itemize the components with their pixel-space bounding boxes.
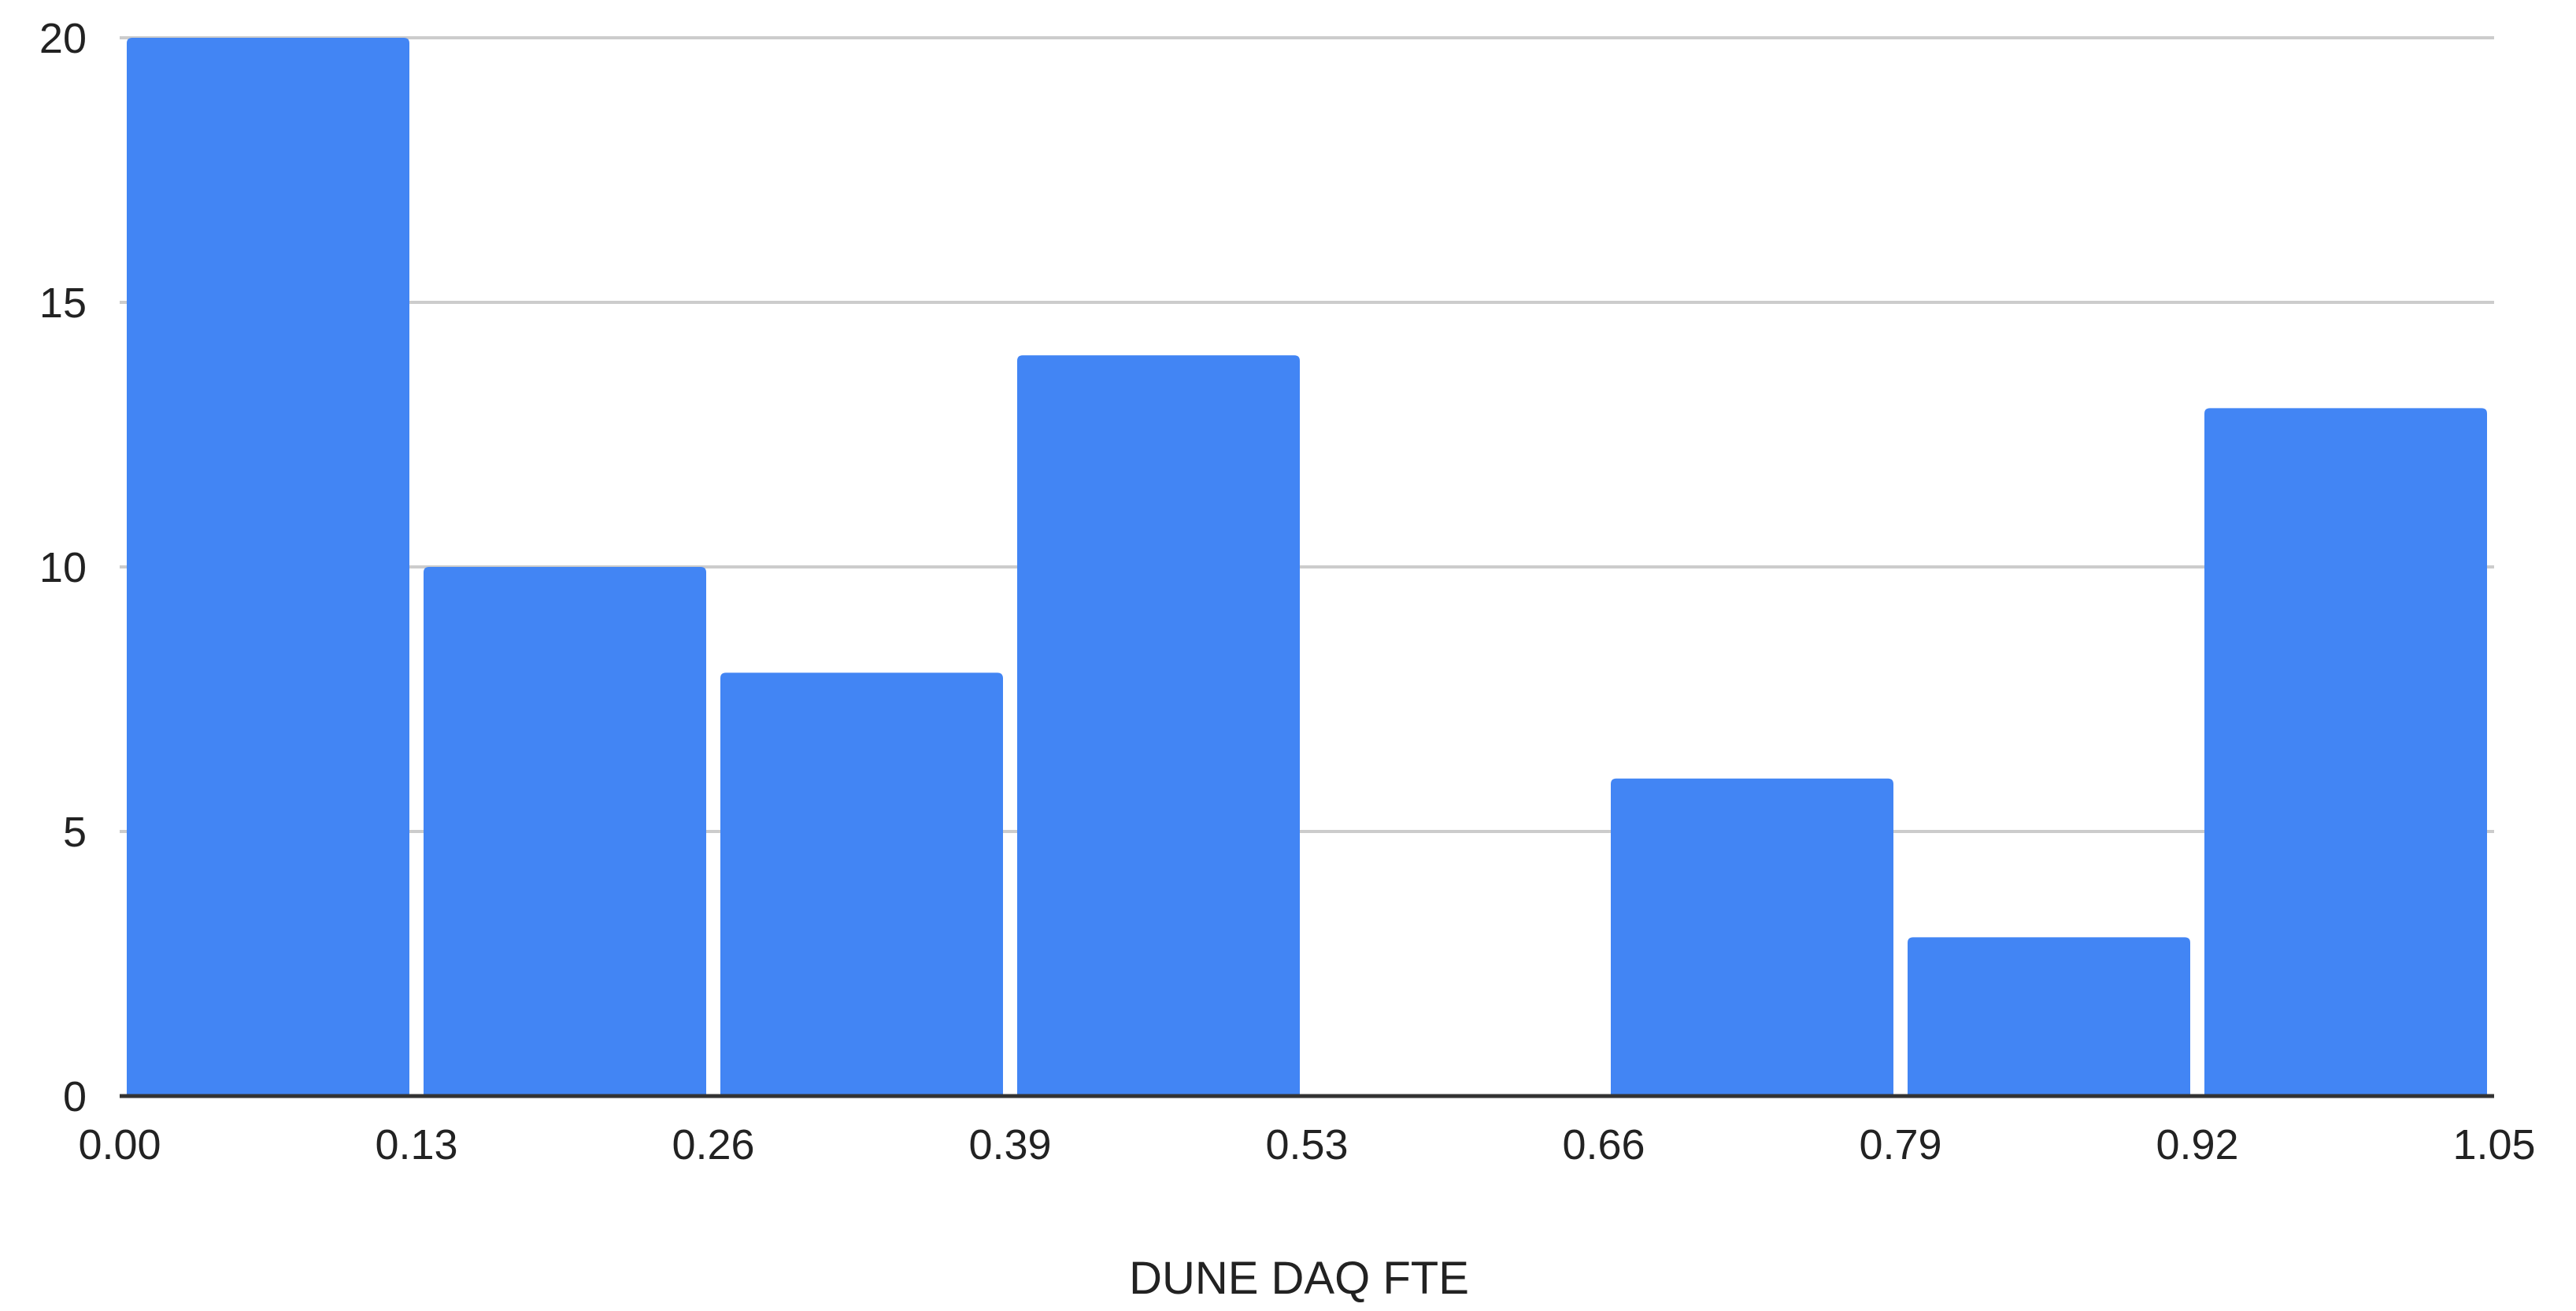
histogram-bar-0.26-0.39: [720, 672, 1003, 1096]
x-tick-label: 1.05: [2452, 1121, 2535, 1168]
histogram-bar-0.66-0.79: [1611, 778, 1893, 1096]
histogram-bar-0.92-1.05: [2204, 408, 2487, 1096]
x-tick-label: 0.53: [1265, 1121, 1348, 1168]
bars: [127, 38, 2487, 1096]
histogram-bar-0.79-0.92: [1908, 937, 2190, 1096]
histogram-bar-0.00-0.13: [127, 38, 409, 1096]
histogram-bar-0.39-0.53: [1017, 355, 1300, 1096]
y-tick-label: 0: [63, 1073, 87, 1120]
y-tick-label: 15: [39, 280, 87, 327]
x-tick-label: 0.00: [78, 1121, 161, 1168]
y-tick-label: 20: [39, 15, 87, 62]
x-tick-label: 0.39: [968, 1121, 1051, 1168]
x-axis-title: DUNE DAQ FTE: [1129, 1253, 1469, 1304]
x-tick-label: 0.66: [1562, 1121, 1645, 1168]
x-tick-label: 0.13: [375, 1121, 457, 1168]
y-tick-label: 10: [39, 544, 87, 591]
x-tick-label: 0.26: [672, 1121, 754, 1168]
x-tick-label: 0.92: [2156, 1121, 2238, 1168]
histogram-bar-0.13-0.26: [424, 567, 706, 1096]
x-tick-label: 0.79: [1859, 1121, 1941, 1168]
y-tick-label: 5: [63, 809, 87, 856]
tick-labels: 0 5 10 15 20 0.00 0.13 0.26 0.39 0.53 0.66 0.79 0.92…: [39, 15, 2536, 1168]
